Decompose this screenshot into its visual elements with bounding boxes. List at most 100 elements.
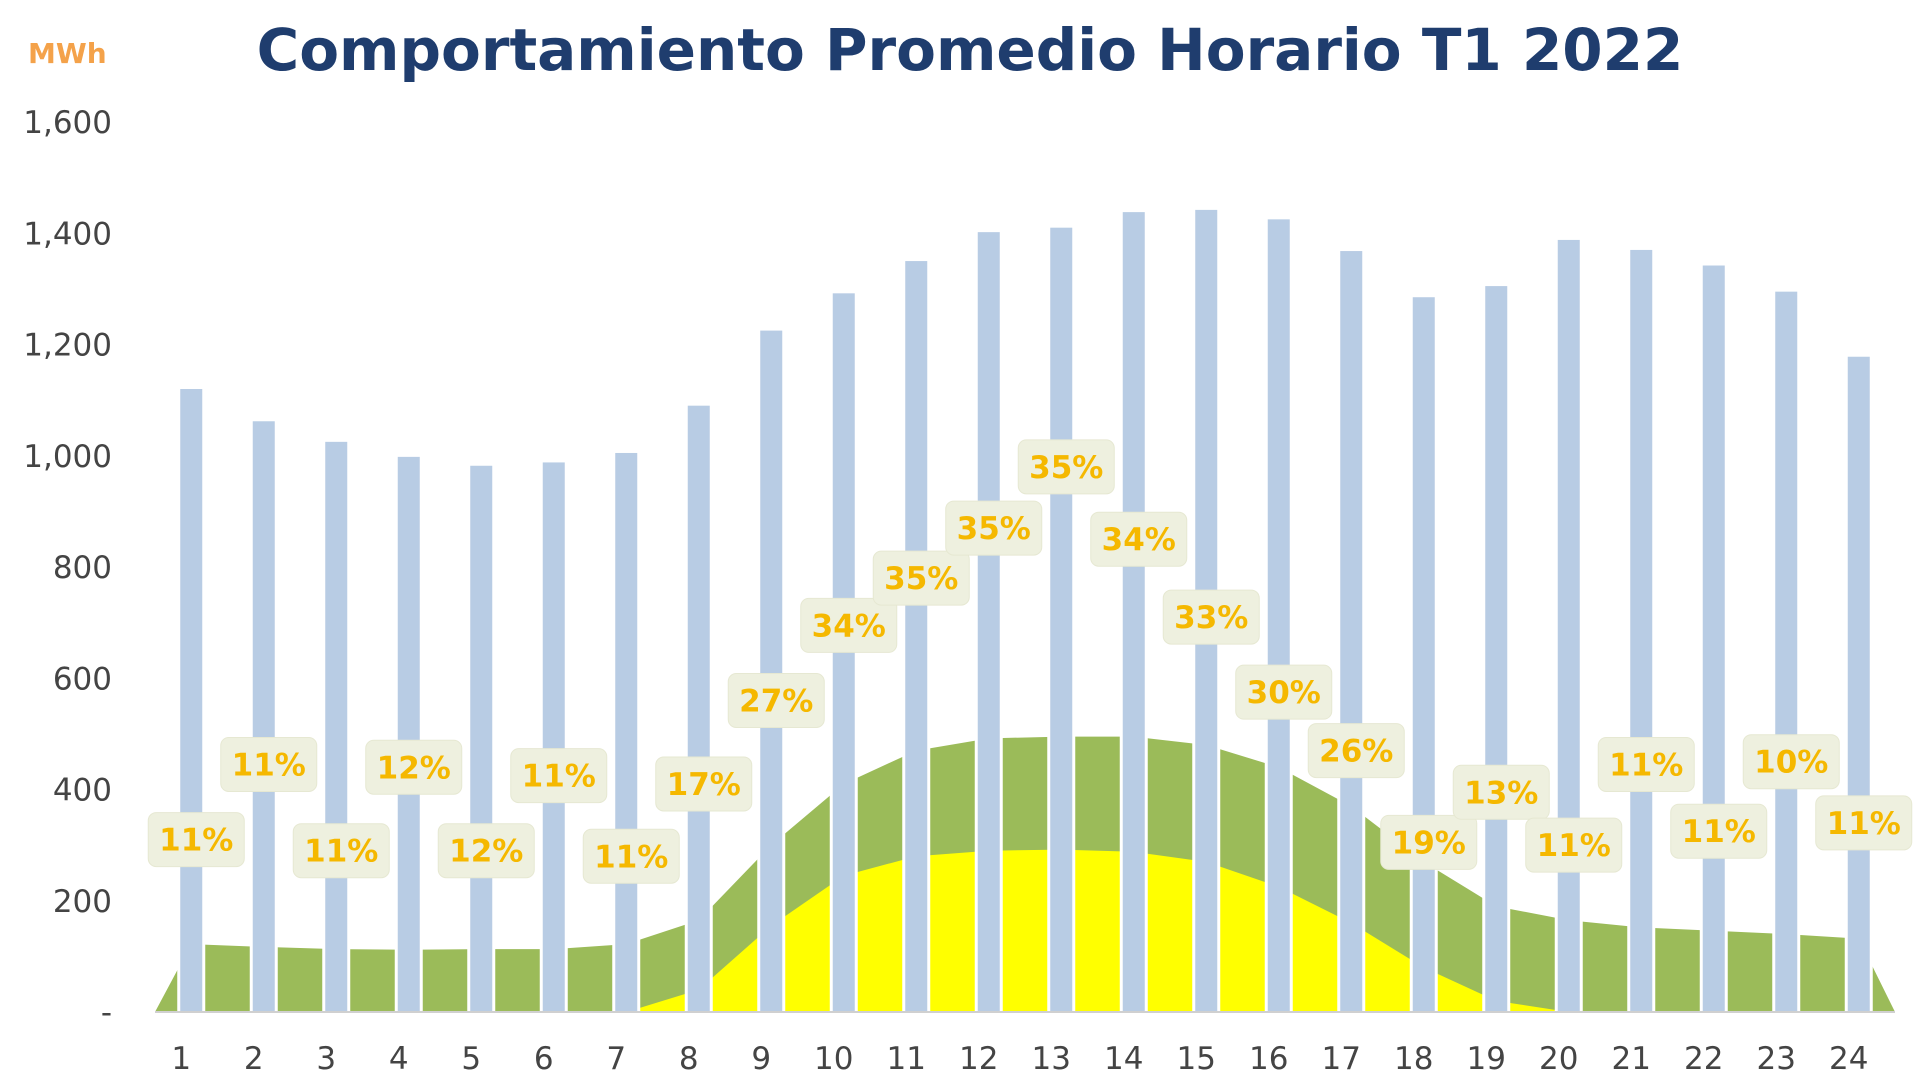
pct-label: 11% [304, 834, 378, 870]
pct-label: 27% [739, 684, 813, 720]
pct-label: 35% [957, 511, 1031, 547]
bar-front-21 [1630, 249, 1653, 1012]
pct-label-box [1670, 803, 1768, 859]
y-tick-label: 200 [53, 884, 112, 920]
percentage-labels: 11% 11% 11% 12% 12% 11% 11% 17% 27% 34% 35% 35% 35% 3… [147, 439, 1913, 884]
pct-label: 26% [1319, 734, 1393, 770]
pct-label: 35% [884, 561, 958, 597]
bar-front-20 [1557, 239, 1580, 1013]
pct-label-box [510, 748, 608, 804]
pct-label: 12% [449, 834, 523, 870]
pct-label: 11% [1682, 814, 1756, 850]
y-axis: - 200 400 600 800 1,000 1,200 1,400 1,600 [23, 105, 112, 1031]
x-tick-label: 11 [887, 1041, 926, 1077]
pct-label-box [437, 823, 535, 879]
x-tick-label: 8 [679, 1041, 699, 1077]
pct-label: 11% [159, 823, 233, 859]
pct-label-box [365, 739, 463, 795]
y-tick-label: 1,600 [23, 105, 112, 141]
x-axis: 1 2 3 4 5 6 7 8 9 10 11 12 13 14 15 16 17 18 19 20 21 22 23 24 [171, 1041, 1868, 1077]
bar-front-8 [687, 405, 710, 1012]
bar-front-6 [542, 462, 565, 1012]
pct-label: 11% [1537, 828, 1611, 864]
x-tick-label: 21 [1612, 1041, 1651, 1077]
x-tick-label: 10 [814, 1041, 853, 1077]
y-tick-label: 1,400 [23, 216, 112, 252]
bar-front-1 [180, 389, 203, 1012]
x-tick-label: 17 [1322, 1041, 1361, 1077]
x-tick-label: 20 [1539, 1041, 1578, 1077]
pct-label-box [292, 823, 390, 879]
pct-label: 10% [1754, 745, 1828, 781]
x-tick-label: 14 [1104, 1041, 1143, 1077]
pct-label-box [220, 736, 318, 792]
y-tick-label: - [101, 995, 112, 1031]
pct-label: 11% [232, 747, 306, 783]
x-tick-label: 23 [1757, 1041, 1796, 1077]
area-yellow [155, 849, 1895, 1012]
x-tick-label: 2 [244, 1041, 264, 1077]
bar-front-12 [977, 232, 1000, 1012]
x-tick-label: 24 [1829, 1041, 1868, 1077]
bar-front-7 [615, 452, 638, 1012]
bar-front-2 [252, 421, 275, 1012]
pct-label-box [800, 597, 898, 653]
pct-label-box [1235, 664, 1333, 720]
pct-label: 33% [1174, 600, 1248, 636]
x-tick-label: 5 [461, 1041, 481, 1077]
x-tick-label: 3 [316, 1041, 336, 1077]
y-tick-label: 800 [53, 550, 112, 586]
x-tick-label: 16 [1249, 1041, 1288, 1077]
x-tick-label: 9 [751, 1041, 771, 1077]
bar-front-22 [1702, 265, 1725, 1012]
x-tick-label: 13 [1032, 1041, 1071, 1077]
pct-label: 19% [1392, 825, 1466, 861]
bar-front-18 [1412, 297, 1435, 1012]
bar-front-23 [1775, 291, 1798, 1012]
bar-front-16 [1267, 219, 1290, 1012]
x-tick-label: 4 [389, 1041, 409, 1077]
area-series [155, 208, 1895, 1013]
pct-label: 17% [667, 767, 741, 803]
x-tick-label: 6 [534, 1041, 554, 1077]
pct-label-box [1815, 795, 1913, 851]
pct-label: 11% [594, 839, 668, 875]
pct-label: 34% [812, 608, 886, 644]
chart-title: Comportamiento Promedio Horario T1 2022 [257, 16, 1684, 84]
bar-front-9 [760, 330, 783, 1012]
pct-label: 11% [1827, 806, 1901, 842]
bar-front-24 [1847, 356, 1870, 1012]
bar-front-19 [1485, 286, 1508, 1012]
bar-front-14 [1122, 212, 1145, 1013]
pct-label: 30% [1247, 675, 1321, 711]
y-tick-label: 600 [53, 661, 112, 697]
y-tick-label: 400 [53, 773, 112, 809]
pct-label-box [1307, 723, 1405, 779]
pct-label-box [582, 828, 680, 884]
x-tick-label: 15 [1177, 1041, 1216, 1077]
pct-label: 13% [1464, 775, 1538, 811]
x-tick-label: 22 [1684, 1041, 1723, 1077]
bar-front-4 [397, 456, 420, 1012]
pct-label-box [1525, 817, 1623, 873]
pct-label-box [1742, 734, 1840, 790]
pct-label-box [1090, 511, 1188, 567]
pct-label: 11% [522, 759, 596, 795]
pct-label-box [727, 673, 825, 728]
bar-front-3 [325, 441, 348, 1012]
pct-label: 34% [1102, 522, 1176, 558]
bar-front-5 [470, 465, 493, 1012]
pct-label-box [1162, 589, 1260, 645]
bar-front-11 [905, 261, 928, 1012]
x-tick-label: 19 [1467, 1041, 1506, 1077]
unit-label: MWh [28, 37, 107, 70]
pct-label-box [945, 500, 1043, 556]
pct-label: 35% [1029, 450, 1103, 486]
y-tick-label: 1,200 [23, 328, 112, 364]
x-tick-label: 18 [1394, 1041, 1433, 1077]
bar-front-13 [1050, 227, 1073, 1012]
pct-label: 12% [377, 750, 451, 786]
x-tick-label: 7 [606, 1041, 626, 1077]
pct-label: 11% [1609, 747, 1683, 783]
